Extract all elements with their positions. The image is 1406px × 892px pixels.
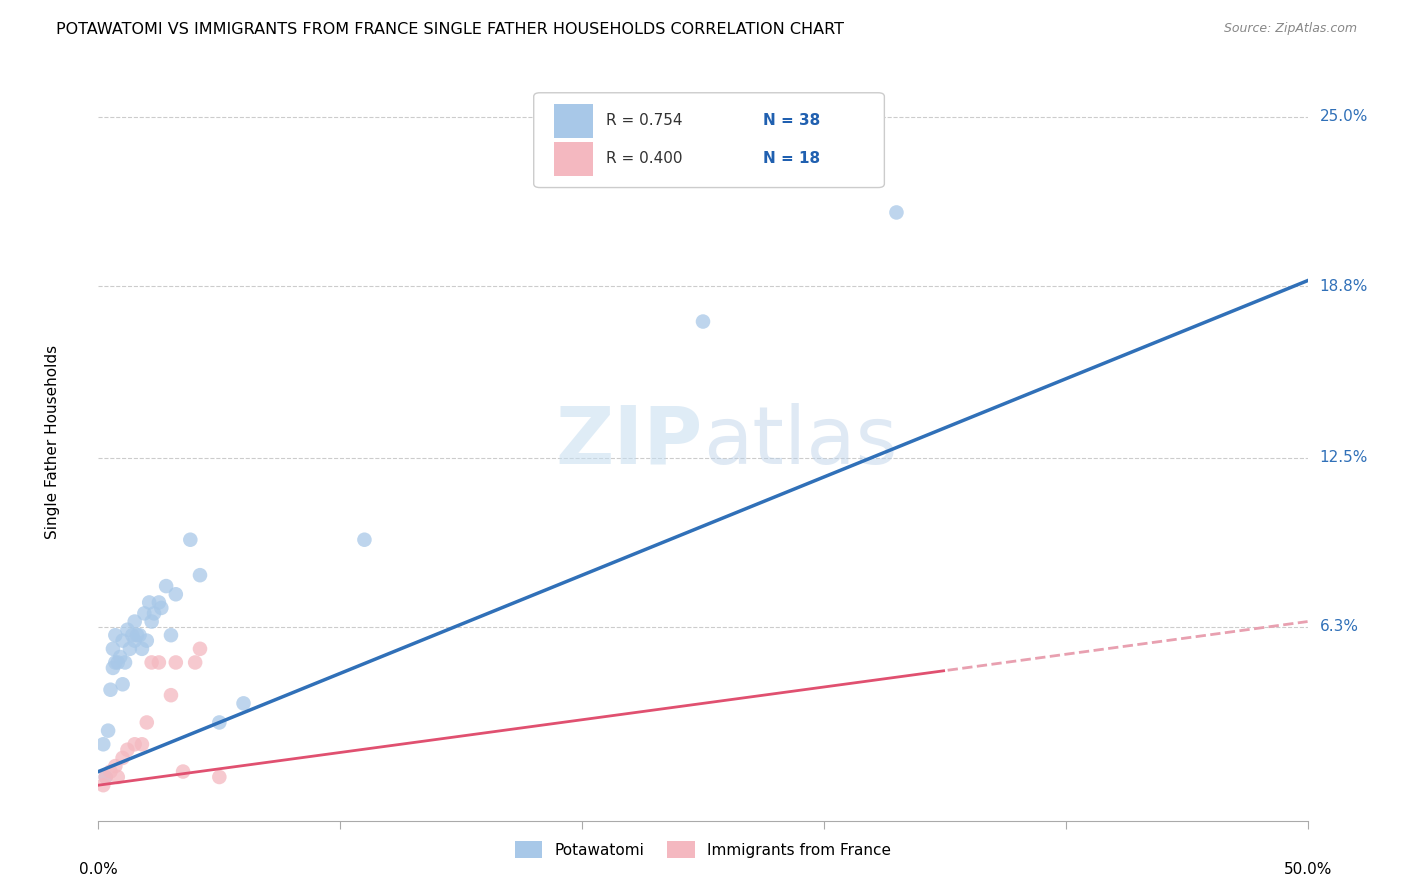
Point	[208, 770, 231, 784]
Point	[135, 633, 157, 648]
FancyBboxPatch shape	[554, 142, 593, 176]
Point	[121, 628, 143, 642]
Point	[128, 628, 150, 642]
Point	[91, 778, 114, 792]
Point	[184, 656, 207, 670]
Point	[97, 723, 120, 738]
Point	[165, 587, 187, 601]
Point	[100, 682, 122, 697]
Point	[143, 607, 166, 621]
Point	[188, 641, 211, 656]
Point	[124, 737, 146, 751]
Text: 12.5%: 12.5%	[1320, 450, 1368, 466]
Point	[148, 656, 170, 670]
Point	[353, 533, 375, 547]
Point	[141, 615, 163, 629]
Text: 25.0%: 25.0%	[1320, 110, 1368, 125]
Point	[118, 641, 141, 656]
Point	[150, 601, 173, 615]
Text: 50.0%: 50.0%	[1284, 862, 1331, 877]
Point	[208, 715, 231, 730]
Legend: Potawatomi, Immigrants from France: Potawatomi, Immigrants from France	[509, 835, 897, 864]
Point	[886, 205, 908, 219]
Point	[135, 715, 157, 730]
Point	[160, 628, 183, 642]
Point	[692, 314, 714, 328]
Text: N = 18: N = 18	[763, 152, 821, 166]
FancyBboxPatch shape	[534, 93, 884, 187]
Point	[134, 607, 156, 621]
Text: 0.0%: 0.0%	[79, 862, 118, 877]
Point	[141, 656, 163, 670]
Point	[117, 623, 139, 637]
Point	[124, 615, 146, 629]
Point	[111, 677, 134, 691]
Point	[107, 656, 129, 670]
Point	[94, 770, 117, 784]
Point	[179, 533, 201, 547]
Point	[131, 641, 153, 656]
Point	[127, 628, 149, 642]
Point	[138, 595, 160, 609]
Point	[100, 764, 122, 779]
Point	[104, 656, 127, 670]
Point	[101, 661, 124, 675]
Point	[104, 759, 127, 773]
Point	[94, 770, 117, 784]
Text: N = 38: N = 38	[763, 113, 821, 128]
Point	[188, 568, 211, 582]
Point	[111, 751, 134, 765]
Point	[232, 697, 254, 711]
Point	[111, 633, 134, 648]
FancyBboxPatch shape	[554, 103, 593, 138]
Text: 6.3%: 6.3%	[1320, 620, 1358, 634]
Text: atlas: atlas	[703, 402, 897, 481]
Text: 18.8%: 18.8%	[1320, 278, 1368, 293]
Point	[91, 737, 114, 751]
Point	[104, 628, 127, 642]
Point	[131, 737, 153, 751]
Point	[114, 656, 136, 670]
Point	[165, 656, 187, 670]
Text: Source: ZipAtlas.com: Source: ZipAtlas.com	[1223, 22, 1357, 36]
Text: R = 0.400: R = 0.400	[606, 152, 683, 166]
Point	[107, 770, 129, 784]
Point	[148, 595, 170, 609]
Point	[160, 688, 183, 702]
Point	[117, 743, 139, 757]
Point	[124, 633, 146, 648]
Text: POTAWATOMI VS IMMIGRANTS FROM FRANCE SINGLE FATHER HOUSEHOLDS CORRELATION CHART: POTAWATOMI VS IMMIGRANTS FROM FRANCE SIN…	[56, 22, 844, 37]
Point	[155, 579, 177, 593]
Text: ZIP: ZIP	[555, 402, 703, 481]
Point	[101, 641, 124, 656]
Point	[108, 650, 131, 665]
Text: R = 0.754: R = 0.754	[606, 113, 683, 128]
Text: Single Father Households: Single Father Households	[45, 344, 60, 539]
Point	[172, 764, 194, 779]
